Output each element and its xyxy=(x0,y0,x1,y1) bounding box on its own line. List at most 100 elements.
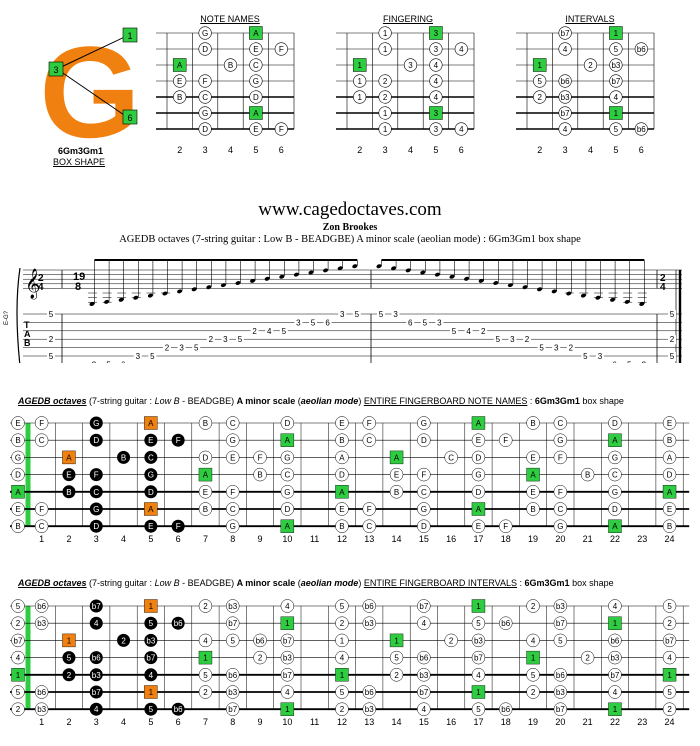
note-marker xyxy=(335,685,349,699)
tab-number: 5 xyxy=(379,310,384,319)
fret-number: 20 xyxy=(555,717,565,727)
tab-number: 6 xyxy=(408,318,413,327)
fret-number: 15 xyxy=(419,534,429,544)
note-label: b6 xyxy=(174,705,183,714)
open-string-label: A xyxy=(15,488,21,497)
note-label: b7 xyxy=(92,602,101,611)
note-marker xyxy=(198,485,213,499)
note-label: 4 xyxy=(422,619,427,628)
note-marker xyxy=(662,519,677,533)
note-label: E xyxy=(339,505,344,514)
note-marker xyxy=(609,74,623,88)
note-marker xyxy=(34,519,49,533)
note-label: F xyxy=(94,471,99,480)
note-marker xyxy=(249,42,263,56)
note-label: E xyxy=(667,419,672,428)
note-marker xyxy=(11,616,25,630)
tab-mask xyxy=(668,310,676,319)
note-label: b6 xyxy=(419,654,428,663)
note-label: 4 xyxy=(563,125,568,134)
open-string-label: E xyxy=(15,505,20,514)
shape-note-marker xyxy=(89,416,103,430)
note-label: 2 xyxy=(121,636,126,645)
note-marker xyxy=(417,467,431,482)
site-url: www.cagedoctaves.com xyxy=(258,199,442,220)
root-note-marker xyxy=(609,106,623,120)
note-marker xyxy=(634,42,648,56)
note-marker xyxy=(471,668,486,682)
note-label: D xyxy=(476,453,482,462)
note-marker xyxy=(471,616,486,630)
note-marker xyxy=(378,122,392,136)
open-string-label: E xyxy=(15,419,20,428)
note-label: B xyxy=(177,93,182,102)
note-label: B xyxy=(257,471,262,480)
note-label: 2 xyxy=(383,93,388,102)
note-label: B xyxy=(339,522,344,531)
fret-number: 9 xyxy=(258,534,263,544)
note-head xyxy=(405,268,411,273)
note-label: 2 xyxy=(585,654,590,663)
note-label: b3 xyxy=(37,619,46,628)
note-label: F xyxy=(39,505,44,514)
note-label: C xyxy=(557,419,563,428)
note-marker xyxy=(662,467,677,482)
note-label: G xyxy=(93,505,99,514)
open-string-label: D xyxy=(15,471,21,480)
note-label: B xyxy=(394,488,399,497)
note-label: F xyxy=(558,453,563,462)
note-marker xyxy=(362,519,376,533)
note-marker xyxy=(471,433,486,447)
note-marker xyxy=(499,519,513,533)
note-label: G xyxy=(230,522,236,531)
fret-number: 5 xyxy=(148,534,153,544)
note-marker xyxy=(335,599,349,613)
fret-number: 15 xyxy=(419,717,429,727)
note-marker xyxy=(223,58,238,72)
root-note-marker xyxy=(198,650,213,665)
note-label: 4 xyxy=(614,93,619,102)
note-marker xyxy=(11,467,25,482)
note-marker xyxy=(362,702,376,716)
open-string-label: B xyxy=(15,522,20,531)
note-label: 2 xyxy=(667,619,672,628)
tab-mask xyxy=(523,335,531,345)
root-note-marker xyxy=(280,519,295,533)
tab-number: 5 xyxy=(423,318,428,327)
note-head xyxy=(420,270,426,275)
note-label: B xyxy=(530,505,535,514)
note-head xyxy=(104,299,110,304)
root-note-marker xyxy=(172,58,187,72)
note-label: E xyxy=(253,125,258,134)
note-marker xyxy=(389,467,404,482)
note-marker xyxy=(526,416,540,430)
note-label: 4 xyxy=(203,636,208,645)
root-note-marker xyxy=(609,26,623,40)
note-label: 2 xyxy=(394,671,399,680)
note-marker xyxy=(583,58,598,72)
note-label: D xyxy=(148,488,154,497)
note-marker xyxy=(389,485,404,499)
tab-number: 2 xyxy=(209,335,214,344)
note-marker xyxy=(553,685,568,699)
shape-note-marker xyxy=(89,468,103,482)
note-label: A xyxy=(253,109,259,118)
note-head xyxy=(308,270,314,275)
tab-number: 5 xyxy=(355,310,360,319)
note-label: 5 xyxy=(149,705,154,714)
note-marker xyxy=(662,702,677,716)
note-label: F xyxy=(279,125,284,134)
tab-number: 3 xyxy=(179,344,184,353)
note-marker xyxy=(34,616,49,630)
page-subtitle: AGEDB octaves (7-string guitar : Low B -… xyxy=(119,234,581,245)
shape-note-marker xyxy=(89,433,103,447)
note-label: 5 xyxy=(667,688,672,697)
fret-number: 9 xyxy=(258,717,263,727)
tab-mask xyxy=(323,318,332,328)
note-label: A xyxy=(667,488,673,497)
fret-number: 10 xyxy=(282,717,292,727)
time-sig-bottom: 4 xyxy=(38,282,44,293)
root-note-marker xyxy=(471,416,486,430)
tab-number: 2 xyxy=(525,335,530,344)
